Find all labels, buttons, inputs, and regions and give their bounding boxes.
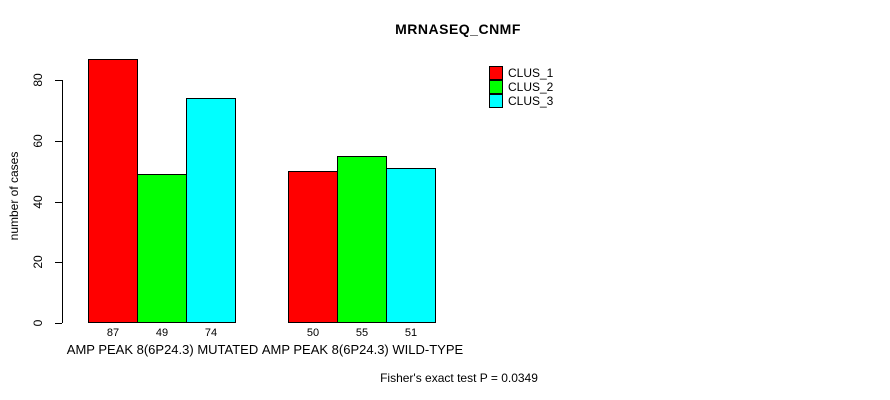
legend-row: CLUS_2 (489, 80, 553, 94)
legend-label: CLUS_3 (508, 94, 554, 108)
bar-value-label: 49 (155, 327, 169, 339)
bar-clus_2-group1 (137, 174, 187, 323)
y-tick-label: 20 (31, 255, 45, 269)
legend-label: CLUS_1 (508, 66, 554, 80)
legend-label: CLUS_2 (508, 80, 554, 94)
bar-clus_1-group2 (288, 171, 338, 323)
chart-title: MRNASEQ_CNMF (395, 21, 521, 37)
y-tick-label: 80 (31, 73, 45, 87)
y-tick-mark (55, 141, 62, 142)
y-axis-title: number of cases (7, 151, 21, 241)
bar-clus_3-group1 (186, 98, 236, 323)
legend-swatch-clus_1 (489, 66, 503, 80)
legend: CLUS_1 CLUS_2 CLUS_3 (489, 66, 553, 108)
y-tick-mark (55, 80, 62, 81)
y-tick-mark (55, 202, 62, 203)
legend-swatch-clus_2 (489, 80, 503, 94)
y-tick-label: 60 (31, 134, 45, 148)
y-tick-mark (55, 323, 62, 324)
legend-swatch-clus_3 (489, 94, 503, 108)
bar-clus_1-group1 (88, 59, 138, 323)
bar-group: 87 49 74 AMP PEAK 8(6P24.3) MUTATED (67, 50, 258, 357)
bar-value-label: 55 (355, 327, 369, 339)
bar-value-label: 50 (306, 327, 320, 339)
footnote-text: Fisher's exact test P = 0.0349 (380, 371, 538, 385)
y-tick-mark (55, 262, 62, 263)
category-label: AMP PEAK 8(6P24.3) WILD-TYPE (261, 342, 464, 357)
legend-row: CLUS_1 (489, 66, 553, 80)
y-tick-label: 40 (31, 195, 45, 209)
bar-value-label: 87 (106, 327, 120, 339)
bar-value-label: 51 (404, 327, 418, 339)
bar-group: 50 55 51 AMP PEAK 8(6P24.3) WILD-TYPE (262, 50, 463, 357)
legend-row: CLUS_3 (489, 94, 553, 108)
bar-clus_2-group2 (337, 156, 387, 323)
bar-value-label: 74 (204, 327, 218, 339)
y-tick-label: 0 (31, 319, 45, 327)
y-axis-line (62, 80, 63, 323)
bar-clus_3-group2 (386, 168, 436, 323)
category-label: AMP PEAK 8(6P24.3) MUTATED (66, 342, 259, 357)
